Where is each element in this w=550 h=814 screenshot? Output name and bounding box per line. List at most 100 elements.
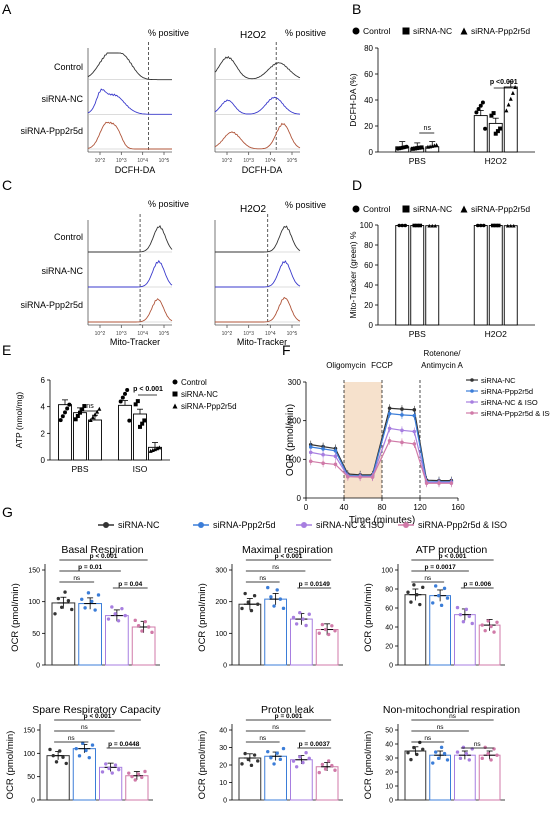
legend-label: siRNA-NC & ISO — [481, 398, 538, 407]
y-tick-label: 100 — [215, 631, 227, 638]
bar — [488, 225, 503, 326]
data-point — [123, 391, 127, 396]
data-point — [400, 413, 404, 417]
data-point — [301, 617, 305, 621]
data-point — [445, 758, 450, 762]
data-point — [439, 603, 444, 608]
y-axis-label: OCR (pmol/min) — [5, 731, 16, 800]
data-point — [97, 406, 102, 411]
legend-marker — [352, 27, 360, 35]
data-point — [127, 418, 132, 423]
legend-label: siRNA-Ppp2r5d — [471, 204, 530, 214]
sig-label: ns — [73, 575, 81, 582]
histogram-curve — [215, 296, 301, 323]
y-tick-label: 10 — [219, 780, 227, 787]
data-point — [480, 623, 484, 627]
data-point — [370, 475, 375, 479]
data-point — [61, 755, 65, 759]
data-point — [249, 608, 254, 613]
legend-label: siRNA-NC — [481, 376, 516, 385]
panel-a-row-control: Control — [54, 62, 83, 72]
histogram-curve — [87, 88, 172, 115]
data-point — [415, 223, 420, 228]
data-point — [125, 388, 130, 393]
data-point — [442, 751, 447, 756]
x-tick-label: 160 — [451, 503, 465, 512]
panel-c-row-ppp: siRNA-Ppp2r5d — [20, 300, 83, 310]
legend-marker — [470, 378, 474, 382]
y-tick-label: 20 — [364, 301, 373, 310]
data-point — [308, 450, 313, 455]
sig-label: ns — [272, 724, 280, 731]
data-point — [138, 424, 142, 429]
y-axis-label: OCR (pmol/min) — [363, 583, 374, 652]
x-tick-label: 120 — [413, 503, 427, 512]
legend-marker — [470, 411, 474, 415]
y-tick-label: 0 — [31, 798, 35, 805]
hist-tick-label: 10^5 — [159, 158, 170, 164]
histogram-curve — [88, 259, 173, 288]
sig-label: p < 0.001 — [84, 713, 112, 720]
data-point — [495, 753, 499, 757]
histogram-curve — [214, 96, 301, 115]
data-point — [246, 600, 250, 604]
data-point — [133, 618, 137, 623]
y-tick-label: 0 — [36, 663, 40, 670]
injection-label: Oligomycin — [326, 361, 366, 370]
y-axis-label: OCR (pmol/min) — [363, 731, 374, 800]
y-axis-label: OCR (pmol/min) — [10, 583, 21, 652]
data-point — [418, 602, 422, 607]
data-point — [118, 399, 123, 404]
hist-tick-label: 10^4 — [265, 331, 276, 337]
panel-a-xlabel-1: DCFH-DA — [115, 165, 156, 175]
data-point — [406, 751, 410, 755]
data-point — [397, 223, 402, 228]
data-point — [64, 761, 68, 766]
data-point — [150, 630, 154, 635]
data-point — [81, 741, 85, 745]
y-tick-label: 100 — [28, 599, 40, 606]
y-tick-label: 0 — [223, 663, 227, 670]
data-point — [143, 619, 147, 624]
panel-c-row-control: Control — [54, 232, 83, 242]
data-point — [142, 418, 147, 423]
hist-tick-label: 10^5 — [159, 331, 170, 337]
panel-a-col1-header: % positive — [148, 28, 189, 38]
bar — [404, 594, 427, 666]
y-tick-label: 60 — [385, 606, 393, 613]
data-point — [93, 412, 97, 417]
data-point — [110, 771, 114, 775]
data-point — [467, 614, 471, 619]
legend-marker — [172, 391, 178, 397]
data-point — [491, 111, 496, 116]
data-point — [495, 129, 500, 134]
subplot-title: Basal Respiration — [61, 544, 143, 556]
data-point — [90, 415, 95, 420]
data-point — [495, 620, 499, 625]
injection-label: Rotenone/ — [424, 349, 462, 358]
data-point — [266, 585, 270, 590]
subplot-title: Non-mitochondrial respiration — [383, 704, 520, 716]
data-point — [333, 768, 337, 772]
data-point — [256, 602, 260, 606]
data-point — [412, 429, 417, 434]
data-point — [48, 747, 52, 752]
data-point — [317, 631, 321, 635]
data-point — [104, 762, 108, 766]
y-tick-label: 0 — [297, 494, 302, 503]
y-tick-label: 60 — [364, 70, 373, 79]
x-tick-label: H2O2 — [485, 329, 507, 339]
sig-label: ns — [424, 125, 432, 132]
data-point — [387, 411, 392, 416]
data-point — [88, 418, 93, 422]
data-point — [298, 755, 302, 759]
data-point — [437, 481, 441, 486]
data-point — [330, 763, 334, 768]
series-line — [310, 407, 452, 482]
data-point — [327, 632, 331, 637]
hist-tick-label: 10^3 — [243, 158, 254, 164]
data-point — [493, 223, 498, 228]
data-point — [80, 407, 85, 412]
data-point — [107, 766, 111, 771]
data-point — [269, 595, 273, 599]
